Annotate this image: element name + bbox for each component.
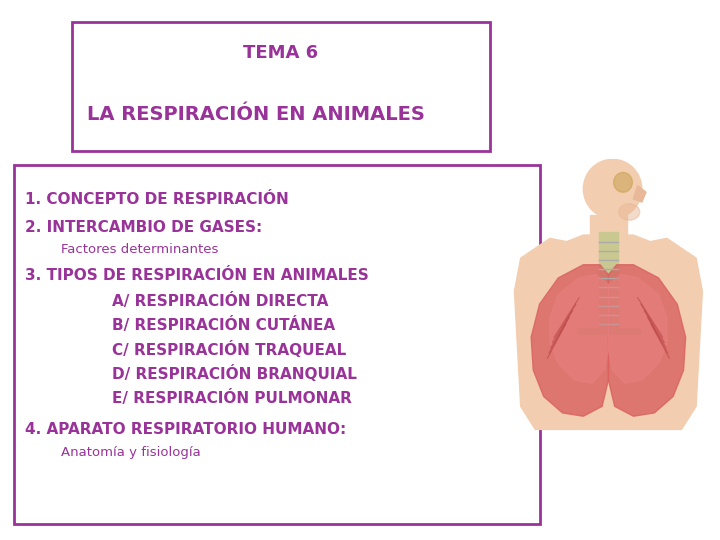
FancyBboxPatch shape	[72, 22, 490, 151]
Text: Anatomía y fisiología: Anatomía y fisiología	[61, 446, 201, 459]
Text: E/ RESPIRACIÓN PULMONAR: E/ RESPIRACIÓN PULMONAR	[112, 390, 351, 406]
Ellipse shape	[583, 159, 642, 219]
Text: B/ RESPIRACIÓN CUTÁNEA: B/ RESPIRACIÓN CUTÁNEA	[112, 317, 335, 333]
Text: D/ RESPIRACIÓN BRANQUIAL: D/ RESPIRACIÓN BRANQUIAL	[112, 365, 356, 382]
Text: 1. CONCEPTO DE RESPIRACIÓN: 1. CONCEPTO DE RESPIRACIÓN	[25, 192, 289, 207]
Text: 2. INTERCAMBIO DE GASES:: 2. INTERCAMBIO DE GASES:	[25, 220, 263, 235]
Polygon shape	[590, 215, 627, 235]
Polygon shape	[550, 275, 608, 383]
Polygon shape	[531, 265, 608, 416]
Text: Factores determinantes: Factores determinantes	[61, 243, 219, 256]
Text: TEMA 6: TEMA 6	[243, 44, 318, 62]
FancyBboxPatch shape	[14, 165, 540, 524]
Ellipse shape	[618, 204, 640, 220]
Ellipse shape	[613, 172, 632, 192]
Text: LA RESPIRACIÓN EN ANIMALES: LA RESPIRACIÓN EN ANIMALES	[87, 105, 425, 124]
Text: 4. APARATO RESPIRATORIO HUMANO:: 4. APARATO RESPIRATORIO HUMANO:	[25, 422, 346, 437]
Polygon shape	[634, 186, 646, 202]
Polygon shape	[514, 235, 702, 429]
Polygon shape	[608, 275, 667, 383]
FancyBboxPatch shape	[599, 232, 618, 330]
Text: C/ RESPIRACIÓN TRAQUEAL: C/ RESPIRACIÓN TRAQUEAL	[112, 341, 346, 358]
Polygon shape	[608, 265, 685, 416]
Text: A/ RESPIRACIÓN DIRECTA: A/ RESPIRACIÓN DIRECTA	[112, 293, 328, 309]
Text: 3. TIPOS DE RESPIRACIÓN EN ANIMALES: 3. TIPOS DE RESPIRACIÓN EN ANIMALES	[25, 268, 369, 283]
